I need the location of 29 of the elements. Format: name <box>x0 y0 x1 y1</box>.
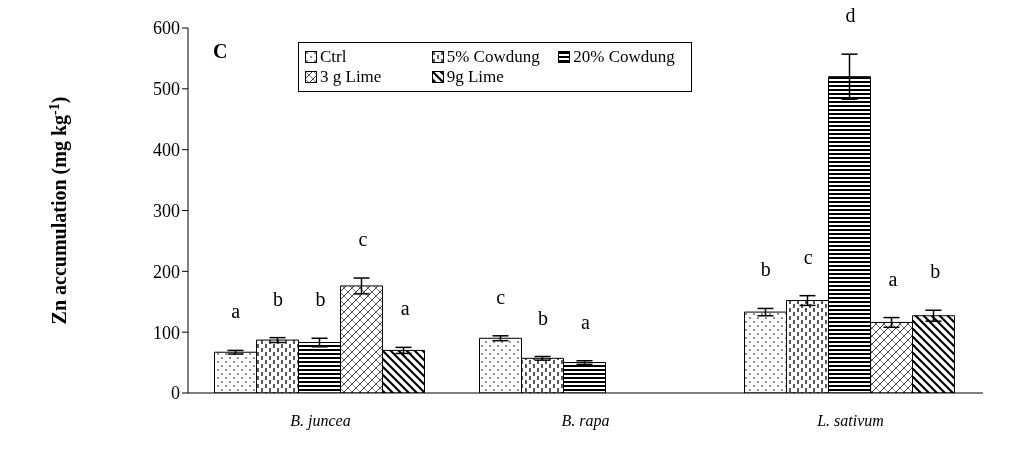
annotation: a <box>581 310 591 333</box>
annotation: c <box>358 228 368 251</box>
y-tick-label: 600 <box>153 18 180 39</box>
annotation: a <box>400 297 410 320</box>
annotation: C <box>213 40 228 62</box>
y-tick-label: 300 <box>153 200 180 221</box>
annotation: b <box>315 288 326 311</box>
annotation: a <box>888 267 898 290</box>
x-tick-label: L. sativum <box>816 412 884 430</box>
y-tick-label: 200 <box>153 261 180 282</box>
y-tick-label: 400 <box>153 140 180 161</box>
annotation: c <box>803 245 813 268</box>
text: d <box>845 4 856 27</box>
y-tick-label: 500 <box>153 79 180 100</box>
y-tick-label: 100 <box>153 322 180 343</box>
legend-label: 5% Cowdung <box>446 47 540 67</box>
legend-label: 20% Cowdung <box>573 47 675 67</box>
legend-label: 9g Lime <box>446 67 504 87</box>
x-tick-label: B. rapa <box>561 412 610 431</box>
legend-label: Ctrl <box>320 47 347 67</box>
annotation: b <box>538 306 549 329</box>
annotation: c <box>496 285 506 308</box>
y-tick-label: 0 <box>171 383 180 404</box>
x-tick-label: B. juncea <box>290 412 351 431</box>
annotation: b <box>273 287 284 310</box>
annotation: b <box>930 260 941 283</box>
annotation: b <box>760 258 771 281</box>
annotation: a <box>231 300 241 323</box>
legend-label: 3 g Lime <box>320 67 382 87</box>
